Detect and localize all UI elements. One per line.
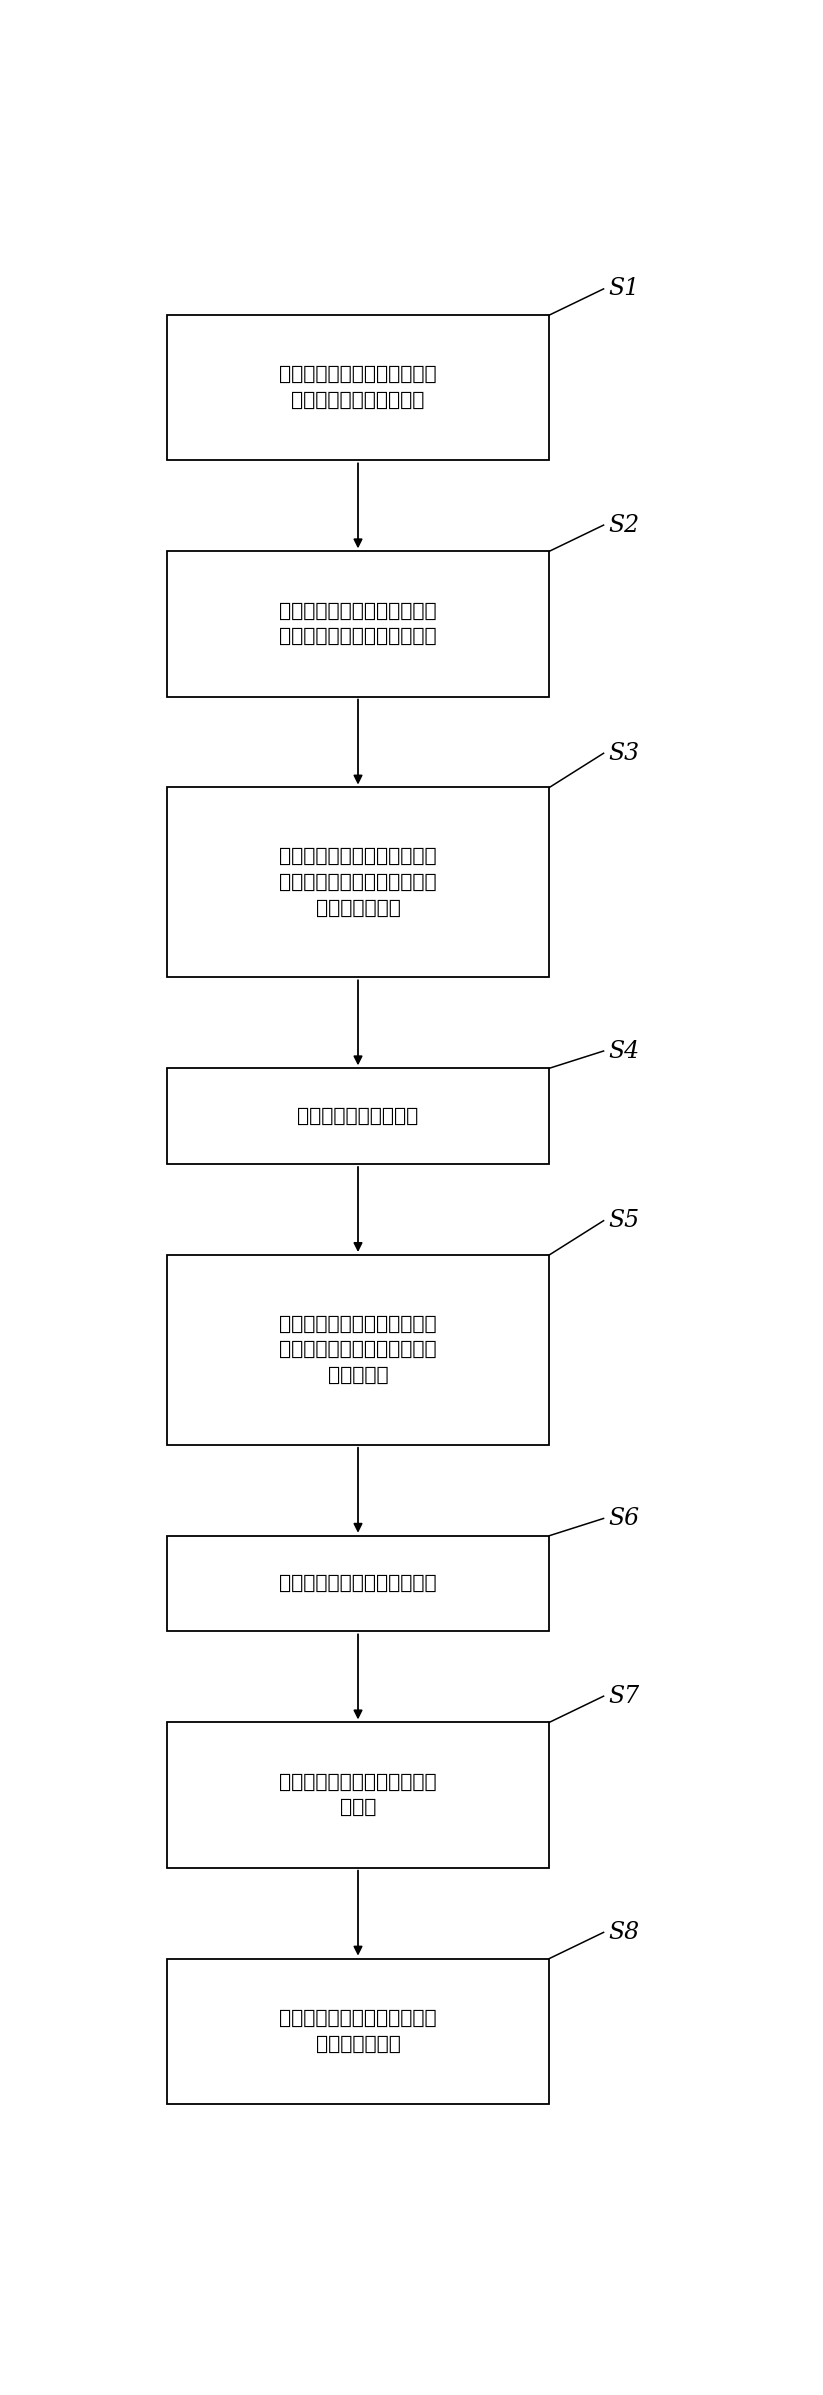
Text: S8: S8: [609, 1921, 639, 1945]
Text: 建立不包含故障点对地电压的
各故障检测点之间的电压电流
关系方程组: 建立不包含故障点对地电压的 各故障检测点之间的电压电流 关系方程组: [279, 1315, 437, 1384]
Text: S2: S2: [609, 513, 639, 536]
Bar: [166, 1535, 549, 1631]
Bar: [166, 1255, 549, 1444]
Text: S6: S6: [609, 1506, 639, 1530]
Text: 设置多个故障检测点，采集故
障检测点的电流电压信号: 设置多个故障检测点，采集故 障检测点的电流电压信号: [279, 366, 437, 410]
Text: 选取一条两端均有故障检测点
的线路，对线路参数进行校正: 选取一条两端均有故障检测点 的线路，对线路参数进行校正: [279, 601, 437, 647]
Bar: [166, 1959, 549, 2103]
Bar: [166, 788, 549, 977]
Text: S7: S7: [609, 1684, 639, 1708]
Text: 得到线路的总正序参数: 得到线路的总正序参数: [297, 1106, 419, 1126]
Bar: [166, 316, 549, 460]
Bar: [166, 1722, 549, 1868]
Text: S5: S5: [609, 1209, 639, 1231]
Text: S4: S4: [609, 1039, 639, 1063]
Text: S3: S3: [609, 742, 639, 764]
Text: 写出包含若干故障方程的超定
方程组: 写出包含若干故障方程的超定 方程组: [279, 1772, 437, 1818]
Text: 得到关于故障距离的线性方程: 得到关于故障距离的线性方程: [279, 1574, 437, 1593]
Text: S1: S1: [609, 278, 639, 299]
Text: 所有故障检测点的电压电流波
形进行卡伦布尔变换三相解耦
，得到线模分量: 所有故障检测点的电压电流波 形进行卡伦布尔变换三相解耦 ，得到线模分量: [279, 848, 437, 917]
Bar: [166, 551, 549, 697]
Bar: [166, 1068, 549, 1164]
Text: 通过模拟退火算法得到故障距
离的最佳估计值: 通过模拟退火算法得到故障距 离的最佳估计值: [279, 2009, 437, 2053]
